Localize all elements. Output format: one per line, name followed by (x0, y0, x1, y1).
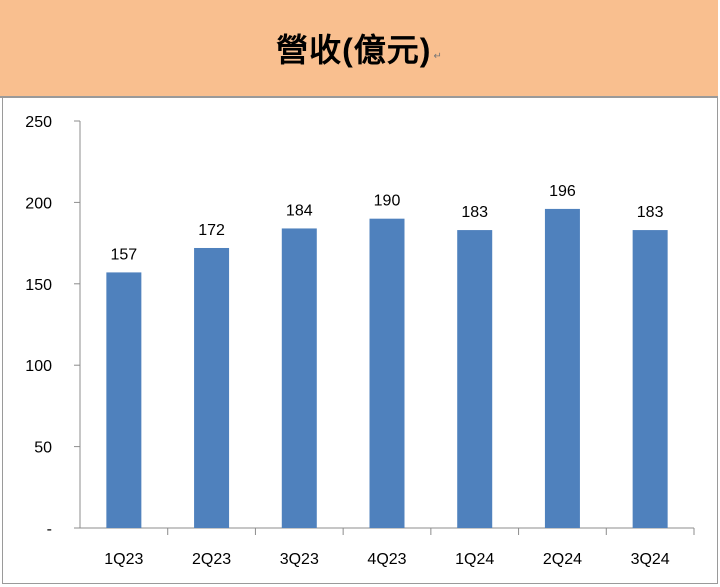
data-label: 184 (286, 202, 313, 219)
bar (544, 208, 580, 529)
x-tick-label: 4Q23 (367, 551, 406, 568)
x-tick-label: 2Q23 (192, 551, 231, 568)
chart-header: 營收(億元) ↵ (0, 0, 718, 98)
return-mark-icon: ↵ (433, 50, 442, 62)
x-tick-label: 1Q23 (104, 551, 143, 568)
x-tick-label: 3Q24 (631, 551, 670, 568)
y-tick-label: - (47, 521, 52, 538)
data-label: 183 (461, 204, 488, 221)
bar (194, 247, 230, 528)
chart-title: 營收(億元) (276, 32, 432, 68)
y-tick-label: 200 (25, 195, 52, 212)
bar (281, 228, 317, 528)
y-tick-label: 100 (25, 358, 52, 375)
bar (632, 230, 668, 529)
data-label: 190 (374, 193, 401, 210)
y-tick-label: 250 (25, 114, 52, 131)
bar (106, 272, 142, 528)
x-tick-label: 3Q23 (280, 551, 319, 568)
data-label: 183 (637, 204, 664, 221)
data-label: 157 (111, 246, 138, 263)
y-tick-label: 150 (25, 277, 52, 294)
bar (457, 230, 493, 529)
x-tick-label: 1Q24 (455, 551, 494, 568)
y-tick-label: 50 (34, 440, 52, 457)
data-label: 196 (549, 183, 576, 200)
bar (369, 218, 405, 528)
data-label: 172 (198, 222, 225, 239)
x-tick-label: 2Q24 (543, 551, 582, 568)
